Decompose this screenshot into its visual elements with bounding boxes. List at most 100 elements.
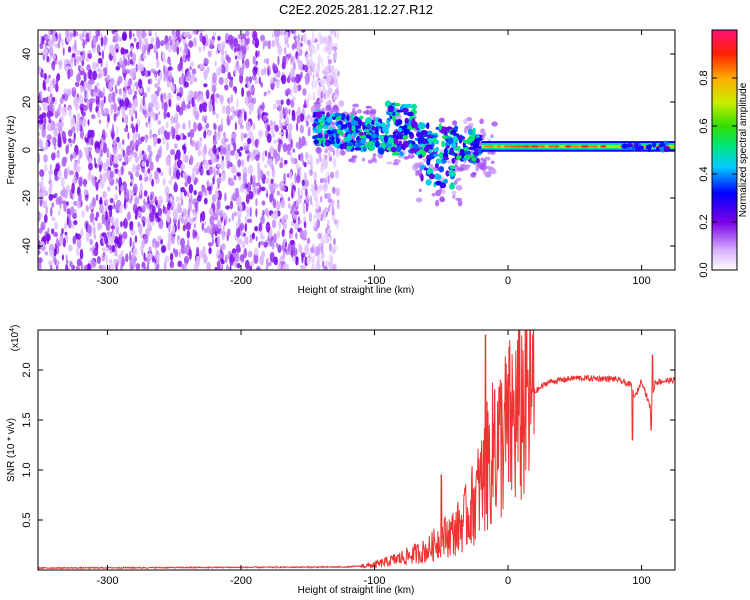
spectrogram-noise-cell: [160, 239, 163, 245]
spectrogram-signal-cell: [451, 151, 456, 157]
spectrogram-noise-cell: [171, 202, 176, 208]
spectrogram-noise-cell: [51, 202, 55, 208]
spectrogram-noise-cell: [53, 127, 58, 137]
spectrogram-noise-cell: [99, 164, 102, 173]
spectrogram-halo-cell: [333, 106, 340, 113]
spectrogram-signal-cell: [418, 149, 422, 155]
spectrogram-noise-cell: [83, 189, 89, 196]
spectrogram-signal-cell: [399, 151, 404, 156]
spectrogram-noise-cell: [197, 234, 200, 243]
spectrogram-noise-cell: [140, 240, 145, 248]
spectrogram-noise-cell: [244, 216, 248, 225]
spectrogram-noise-cell: [281, 74, 287, 85]
spectrogram-noise-cell: [99, 148, 102, 158]
spectrogram-noise-cell: [92, 70, 98, 81]
spectrogram-noise-cell: [225, 205, 231, 210]
colorbar-label: Normalized spectral amplitude: [738, 82, 749, 217]
spectrogram-noise-cell: [144, 266, 148, 270]
spectrogram-noise-cell: [130, 229, 136, 236]
snr-x-tick-label: 100: [632, 575, 650, 587]
spectrogram-noise-cell: [54, 175, 59, 181]
spectrogram-noise-cell: [186, 191, 190, 198]
spectrogram-noise-cell: [306, 120, 309, 127]
spectrogram-noise-cell: [224, 77, 229, 85]
spectrogram-noise-cell: [246, 218, 253, 223]
spectrogram-noise-cell: [245, 121, 251, 132]
spectrogram-noise-cell: [330, 30, 334, 36]
spectrogram-noise-cell: [96, 67, 102, 73]
spectrogram-noise-cell: [266, 170, 270, 176]
spectrogram-noise-cell: [309, 169, 313, 176]
spectrogram-signal-cell: [402, 140, 409, 149]
spectrogram-noise-cell: [301, 30, 306, 33]
spectrogram-noise-cell: [103, 162, 107, 172]
spectrogram-noise-cell: [79, 128, 84, 140]
spectrogram-signal-cell: [441, 140, 445, 148]
spectrogram-noise-cell: [240, 159, 245, 167]
spectrogram-noise-cell: [168, 35, 172, 43]
spectrogram-noise-cell: [78, 176, 83, 187]
spectrogram-halo-cell: [490, 168, 497, 175]
spectrogram-signal-cell: [395, 112, 400, 117]
spectrogram-signal-cell: [445, 170, 450, 177]
spectrogram-noise-cell: [73, 200, 78, 207]
spectrogram-noise-cell: [149, 128, 153, 140]
spectrogram-noise-cell: [317, 54, 322, 64]
spectrogram-noise-cell: [291, 109, 296, 118]
spectrogram-signal-cell: [397, 127, 403, 133]
spectrogram-noise-cell: [108, 236, 114, 245]
spectrogram-noise-cell: [299, 113, 305, 122]
spectrogram-noise-cell: [130, 172, 134, 180]
spectrogram-noise-cell: [175, 30, 181, 39]
spectrogram-signal-cell: [409, 147, 415, 154]
spectrogram-noise-cell: [87, 146, 93, 152]
spectrogram-noise-cell: [57, 196, 63, 205]
spectrogram-noise-cell: [41, 36, 45, 45]
spectrogram-noise-cell: [303, 221, 307, 229]
spectrogram-noise-cell: [285, 242, 287, 248]
spectrogram-noise-cell: [159, 126, 165, 135]
spectrogram-noise-cell: [291, 43, 295, 50]
spectrogram-noise-cell: [126, 145, 131, 156]
spectrogram-noise-cell: [316, 63, 321, 73]
spectrogram-noise-cell: [44, 163, 48, 172]
spectrogram-noise-cell: [292, 84, 298, 94]
spectrogram-noise-cell: [311, 62, 316, 69]
spectrogram-noise-cell: [286, 31, 289, 37]
spectrogram-noise-cell: [141, 267, 145, 270]
spectrogram-noise-cell: [163, 130, 168, 138]
spectrogram-noise-cell: [71, 87, 76, 92]
spectrogram-noise-cell: [47, 96, 52, 103]
spectrogram-signal-cell: [396, 109, 404, 113]
spectrogram-halo-cell: [362, 157, 365, 162]
spectrogram-noise-cell: [137, 221, 140, 227]
spectrogram-noise-cell: [291, 189, 294, 199]
spectrogram-noise-cell: [308, 93, 312, 102]
spectrogram-signal-cell: [357, 119, 363, 127]
spectrogram-halo-cell: [416, 197, 423, 203]
spectrogram-noise-cell: [286, 144, 292, 152]
spectrogram-noise-cell: [167, 44, 173, 53]
chart-title: C2E2.2025.281.12.27.R12: [279, 2, 433, 17]
spectrogram-noise-cell: [78, 33, 83, 40]
spectrogram-noise-cell: [127, 211, 131, 221]
spectrogram-noise-cell: [252, 39, 255, 45]
spectrogram-noise-cell: [79, 66, 85, 72]
spectrogram-noise-cell: [154, 241, 160, 248]
spectrogram-noise-cell: [242, 133, 248, 139]
spectrogram-noise-cell: [131, 52, 137, 63]
spectrogram-noise-cell: [246, 182, 252, 193]
spectrogram-noise-cell: [78, 155, 81, 165]
spectrogram-noise-cell: [273, 209, 279, 220]
spectrogram-noise-cell: [290, 98, 295, 109]
spectrogram-halo-cell: [418, 188, 422, 192]
spectrogram-noise-cell: [159, 145, 163, 156]
spectrogram-noise-cell: [292, 148, 296, 153]
spectrogram-noise-cell: [135, 63, 138, 73]
spectrogram-noise-cell: [98, 91, 104, 99]
spectrogram-noise-cell: [265, 221, 271, 233]
spectrogram-noise-cell: [300, 264, 305, 270]
spectrogram-noise-cell: [217, 219, 222, 230]
spectrogram-noise-cell: [40, 71, 44, 76]
spectrogram-halo-cell: [324, 154, 328, 160]
